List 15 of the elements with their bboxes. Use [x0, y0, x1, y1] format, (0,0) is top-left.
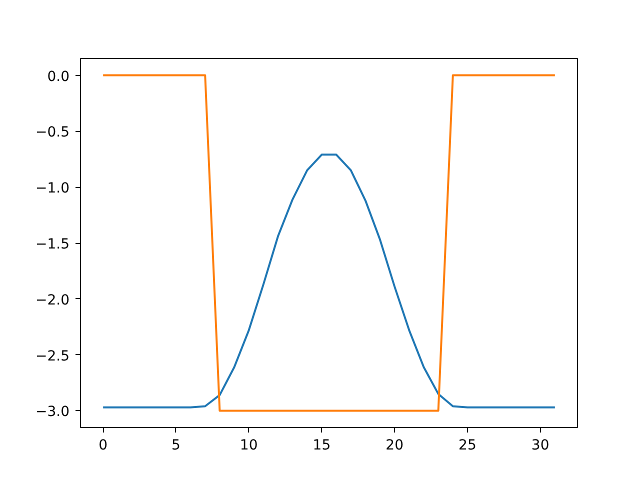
y-tick-label: −2.0	[36, 292, 70, 308]
x-tick-label: 0	[98, 438, 108, 454]
x-tick-label: 25	[458, 438, 476, 454]
x-tick-label: 10	[240, 438, 258, 454]
y-tick-label: −2.5	[36, 348, 70, 364]
y-tick-label: 0.0	[47, 68, 70, 85]
y-tick-label: −1.0	[36, 180, 70, 197]
x-tick-label: 20	[386, 438, 404, 454]
line-series	[102, 154, 556, 408]
x-tick-label: 30	[531, 438, 550, 454]
y-tick-label: −1.5	[36, 236, 70, 252]
x-tick-label: 15	[312, 438, 331, 454]
y-tick-label: −0.5	[36, 124, 70, 141]
y-tick-label: −3.0	[36, 404, 70, 420]
x-tick-label: 5	[172, 438, 180, 454]
